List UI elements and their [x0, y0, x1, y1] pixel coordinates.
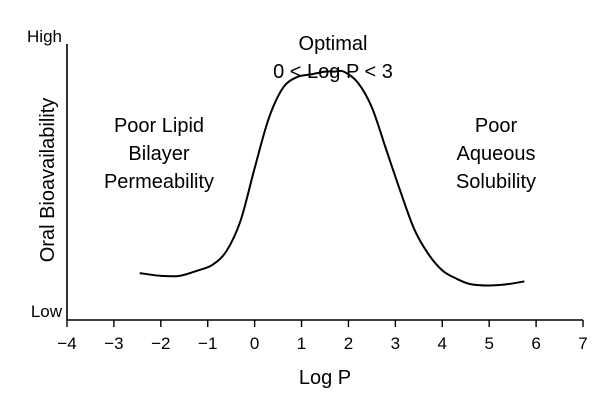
- annotation-permeability: Poor Lipid Bilayer Permeability: [104, 115, 214, 193]
- x-tick-label: 2: [344, 334, 353, 353]
- annotation-optimal-line2: 0 < Log P < 3: [273, 61, 393, 83]
- x-axis-title: Log P: [299, 367, 351, 389]
- annotation-permeability-line3: Permeability: [104, 171, 214, 193]
- annotation-solubility-line3: Solubility: [456, 171, 536, 193]
- annotation-solubility-line1: Poor: [475, 115, 518, 137]
- y-low-label: Low: [31, 302, 63, 321]
- x-tick-label: −4: [57, 334, 76, 353]
- x-tick-label: 5: [484, 334, 493, 353]
- annotation-optimal-line1: Optimal: [299, 33, 368, 55]
- annotation-permeability-line2: Bilayer: [128, 143, 189, 165]
- x-tick-label: −1: [198, 334, 217, 353]
- x-tick-label: 1: [297, 334, 306, 353]
- x-tick-label: −2: [151, 334, 170, 353]
- annotation-solubility-line2: Aqueous: [457, 143, 536, 165]
- x-tick-label: 4: [438, 334, 447, 353]
- annotation-optimal: Optimal 0 < Log P < 3: [273, 33, 393, 83]
- y-axis-title: Oral Bioavailability: [37, 98, 59, 263]
- x-tick-label: 0: [250, 334, 259, 353]
- x-tick-label: −3: [104, 334, 123, 353]
- y-high-label: High: [27, 27, 62, 46]
- bioavailability-curve: [139, 69, 525, 287]
- x-tick-label: 3: [391, 334, 400, 353]
- x-axis-ticks: −4 −3 −2 −1 0 1 2 3 4 5 6 7: [57, 320, 588, 353]
- annotation-solubility: Poor Aqueous Solubility: [456, 115, 536, 193]
- annotation-permeability-line1: Poor Lipid: [114, 115, 204, 137]
- x-tick-label: 7: [578, 334, 587, 353]
- x-tick-label: 6: [531, 334, 540, 353]
